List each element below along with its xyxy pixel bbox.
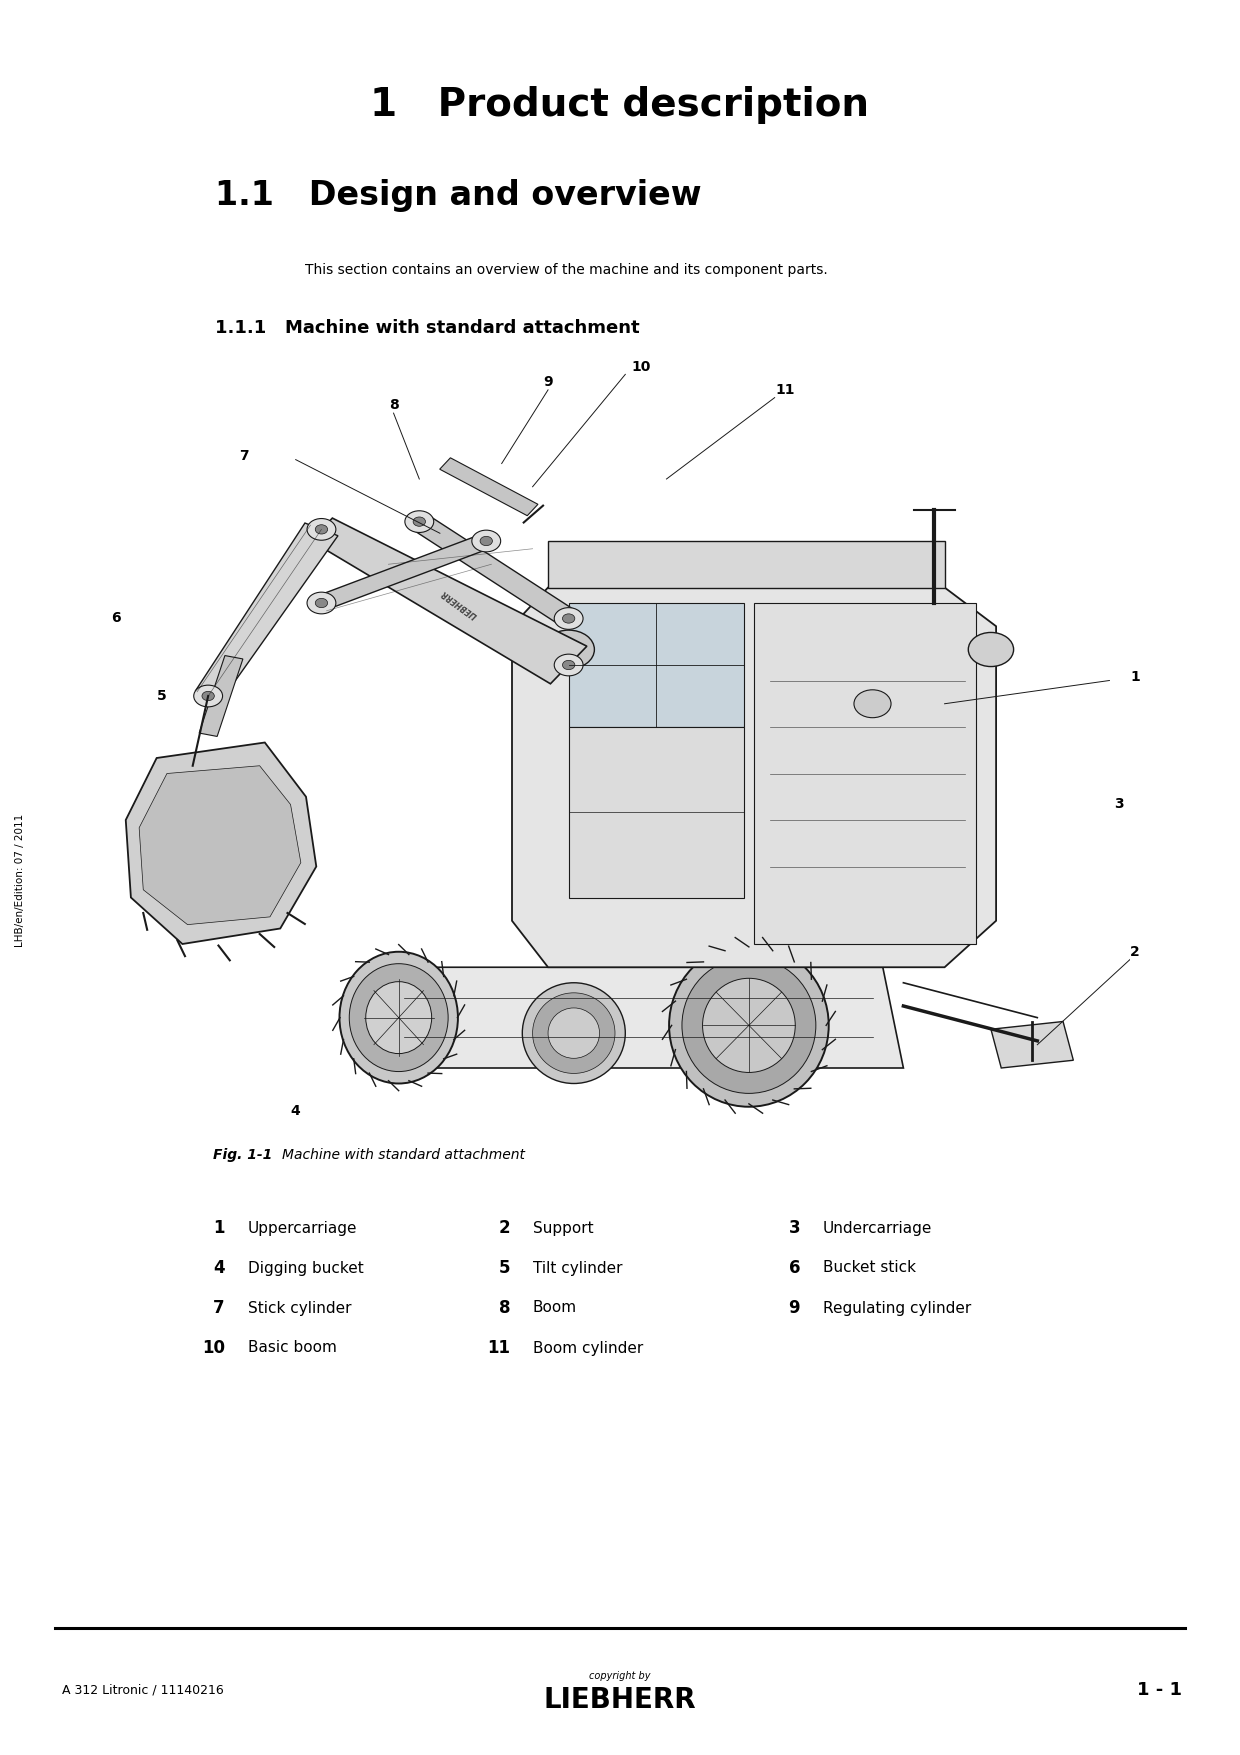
Circle shape — [563, 614, 575, 623]
Text: Fig. 1-1: Fig. 1-1 — [213, 1148, 273, 1162]
Text: LIEBHERR: LIEBHERR — [440, 588, 480, 620]
Polygon shape — [200, 656, 243, 737]
Polygon shape — [310, 518, 587, 684]
Text: Boom cylinder: Boom cylinder — [533, 1341, 644, 1355]
Text: Basic boom: Basic boom — [248, 1341, 337, 1355]
Text: 1 - 1: 1 - 1 — [1137, 1681, 1182, 1699]
Polygon shape — [512, 588, 996, 967]
Ellipse shape — [350, 963, 448, 1072]
Text: 1: 1 — [1130, 670, 1140, 684]
Circle shape — [193, 684, 222, 707]
Polygon shape — [548, 541, 945, 588]
Ellipse shape — [366, 981, 432, 1053]
Polygon shape — [991, 1021, 1074, 1069]
Ellipse shape — [548, 1007, 600, 1058]
Circle shape — [480, 537, 492, 546]
Circle shape — [405, 511, 434, 532]
Circle shape — [554, 655, 583, 676]
Text: 1.1.1   Machine with standard attachment: 1.1.1 Machine with standard attachment — [215, 319, 640, 337]
Circle shape — [315, 525, 327, 534]
Text: 6: 6 — [110, 611, 120, 625]
Ellipse shape — [682, 958, 816, 1093]
Polygon shape — [317, 534, 491, 611]
Ellipse shape — [533, 993, 615, 1074]
Circle shape — [413, 518, 425, 526]
Text: Boom: Boom — [533, 1300, 577, 1316]
Circle shape — [202, 691, 215, 700]
Polygon shape — [569, 604, 744, 727]
Text: Digging bucket: Digging bucket — [248, 1260, 363, 1276]
Text: 7: 7 — [213, 1299, 224, 1316]
Ellipse shape — [340, 951, 458, 1083]
Text: 7: 7 — [239, 449, 249, 463]
Text: 1   Product description: 1 Product description — [371, 86, 869, 125]
Circle shape — [472, 530, 501, 551]
Text: LIEBHERR: LIEBHERR — [543, 1687, 697, 1715]
Text: Tilt cylinder: Tilt cylinder — [533, 1260, 622, 1276]
Text: 4: 4 — [291, 1104, 300, 1118]
Text: 11: 11 — [487, 1339, 510, 1357]
Polygon shape — [373, 967, 904, 1069]
Text: 8: 8 — [498, 1299, 510, 1316]
Polygon shape — [196, 523, 339, 700]
Text: 5: 5 — [157, 690, 166, 704]
Circle shape — [554, 607, 583, 630]
Circle shape — [968, 632, 1013, 667]
Text: 10: 10 — [202, 1339, 224, 1357]
Text: copyright by: copyright by — [589, 1671, 651, 1681]
Text: Stick cylinder: Stick cylinder — [248, 1300, 351, 1316]
Circle shape — [563, 660, 575, 670]
Text: Support: Support — [533, 1220, 594, 1236]
Text: Uppercarriage: Uppercarriage — [248, 1220, 357, 1236]
Text: This section contains an overview of the machine and its component parts.: This section contains an overview of the… — [305, 263, 828, 277]
Text: 8: 8 — [388, 398, 398, 412]
Ellipse shape — [670, 944, 828, 1107]
Text: 4: 4 — [213, 1258, 224, 1278]
Text: LHB/en/Edition: 07 / 2011: LHB/en/Edition: 07 / 2011 — [15, 813, 25, 946]
Circle shape — [308, 518, 336, 541]
Polygon shape — [412, 514, 577, 625]
Circle shape — [308, 591, 336, 614]
Text: 11: 11 — [775, 383, 795, 397]
Text: Regulating cylinder: Regulating cylinder — [823, 1300, 971, 1316]
Polygon shape — [569, 727, 744, 897]
Circle shape — [543, 630, 594, 669]
Text: 6: 6 — [789, 1258, 800, 1278]
Text: 3: 3 — [789, 1220, 800, 1237]
Text: A 312 Litronic / 11140216: A 312 Litronic / 11140216 — [62, 1683, 223, 1697]
Polygon shape — [125, 742, 316, 944]
Ellipse shape — [522, 983, 625, 1083]
Text: Machine with standard attachment: Machine with standard attachment — [281, 1148, 525, 1162]
Circle shape — [854, 690, 892, 718]
Text: 9: 9 — [789, 1299, 800, 1316]
Text: 1: 1 — [213, 1220, 224, 1237]
Text: 2: 2 — [1130, 944, 1140, 958]
Polygon shape — [754, 604, 976, 944]
Polygon shape — [440, 458, 538, 516]
Text: Undercarriage: Undercarriage — [823, 1220, 932, 1236]
Text: 3: 3 — [1115, 797, 1125, 811]
Text: 10: 10 — [631, 360, 651, 374]
Circle shape — [315, 598, 327, 607]
Polygon shape — [139, 765, 301, 925]
Text: 2: 2 — [498, 1220, 510, 1237]
Text: 1.1   Design and overview: 1.1 Design and overview — [215, 179, 702, 212]
Text: 5: 5 — [498, 1258, 510, 1278]
Ellipse shape — [703, 978, 795, 1072]
Text: 9: 9 — [543, 376, 553, 390]
Text: Bucket stick: Bucket stick — [823, 1260, 916, 1276]
